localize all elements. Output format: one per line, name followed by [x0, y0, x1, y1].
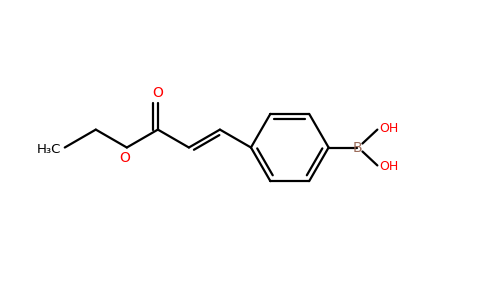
Text: H₃C: H₃C [36, 143, 61, 156]
Text: OH: OH [379, 122, 399, 135]
Text: O: O [120, 152, 130, 166]
Text: O: O [152, 86, 163, 100]
Text: OH: OH [379, 160, 399, 173]
Text: B: B [353, 140, 363, 154]
